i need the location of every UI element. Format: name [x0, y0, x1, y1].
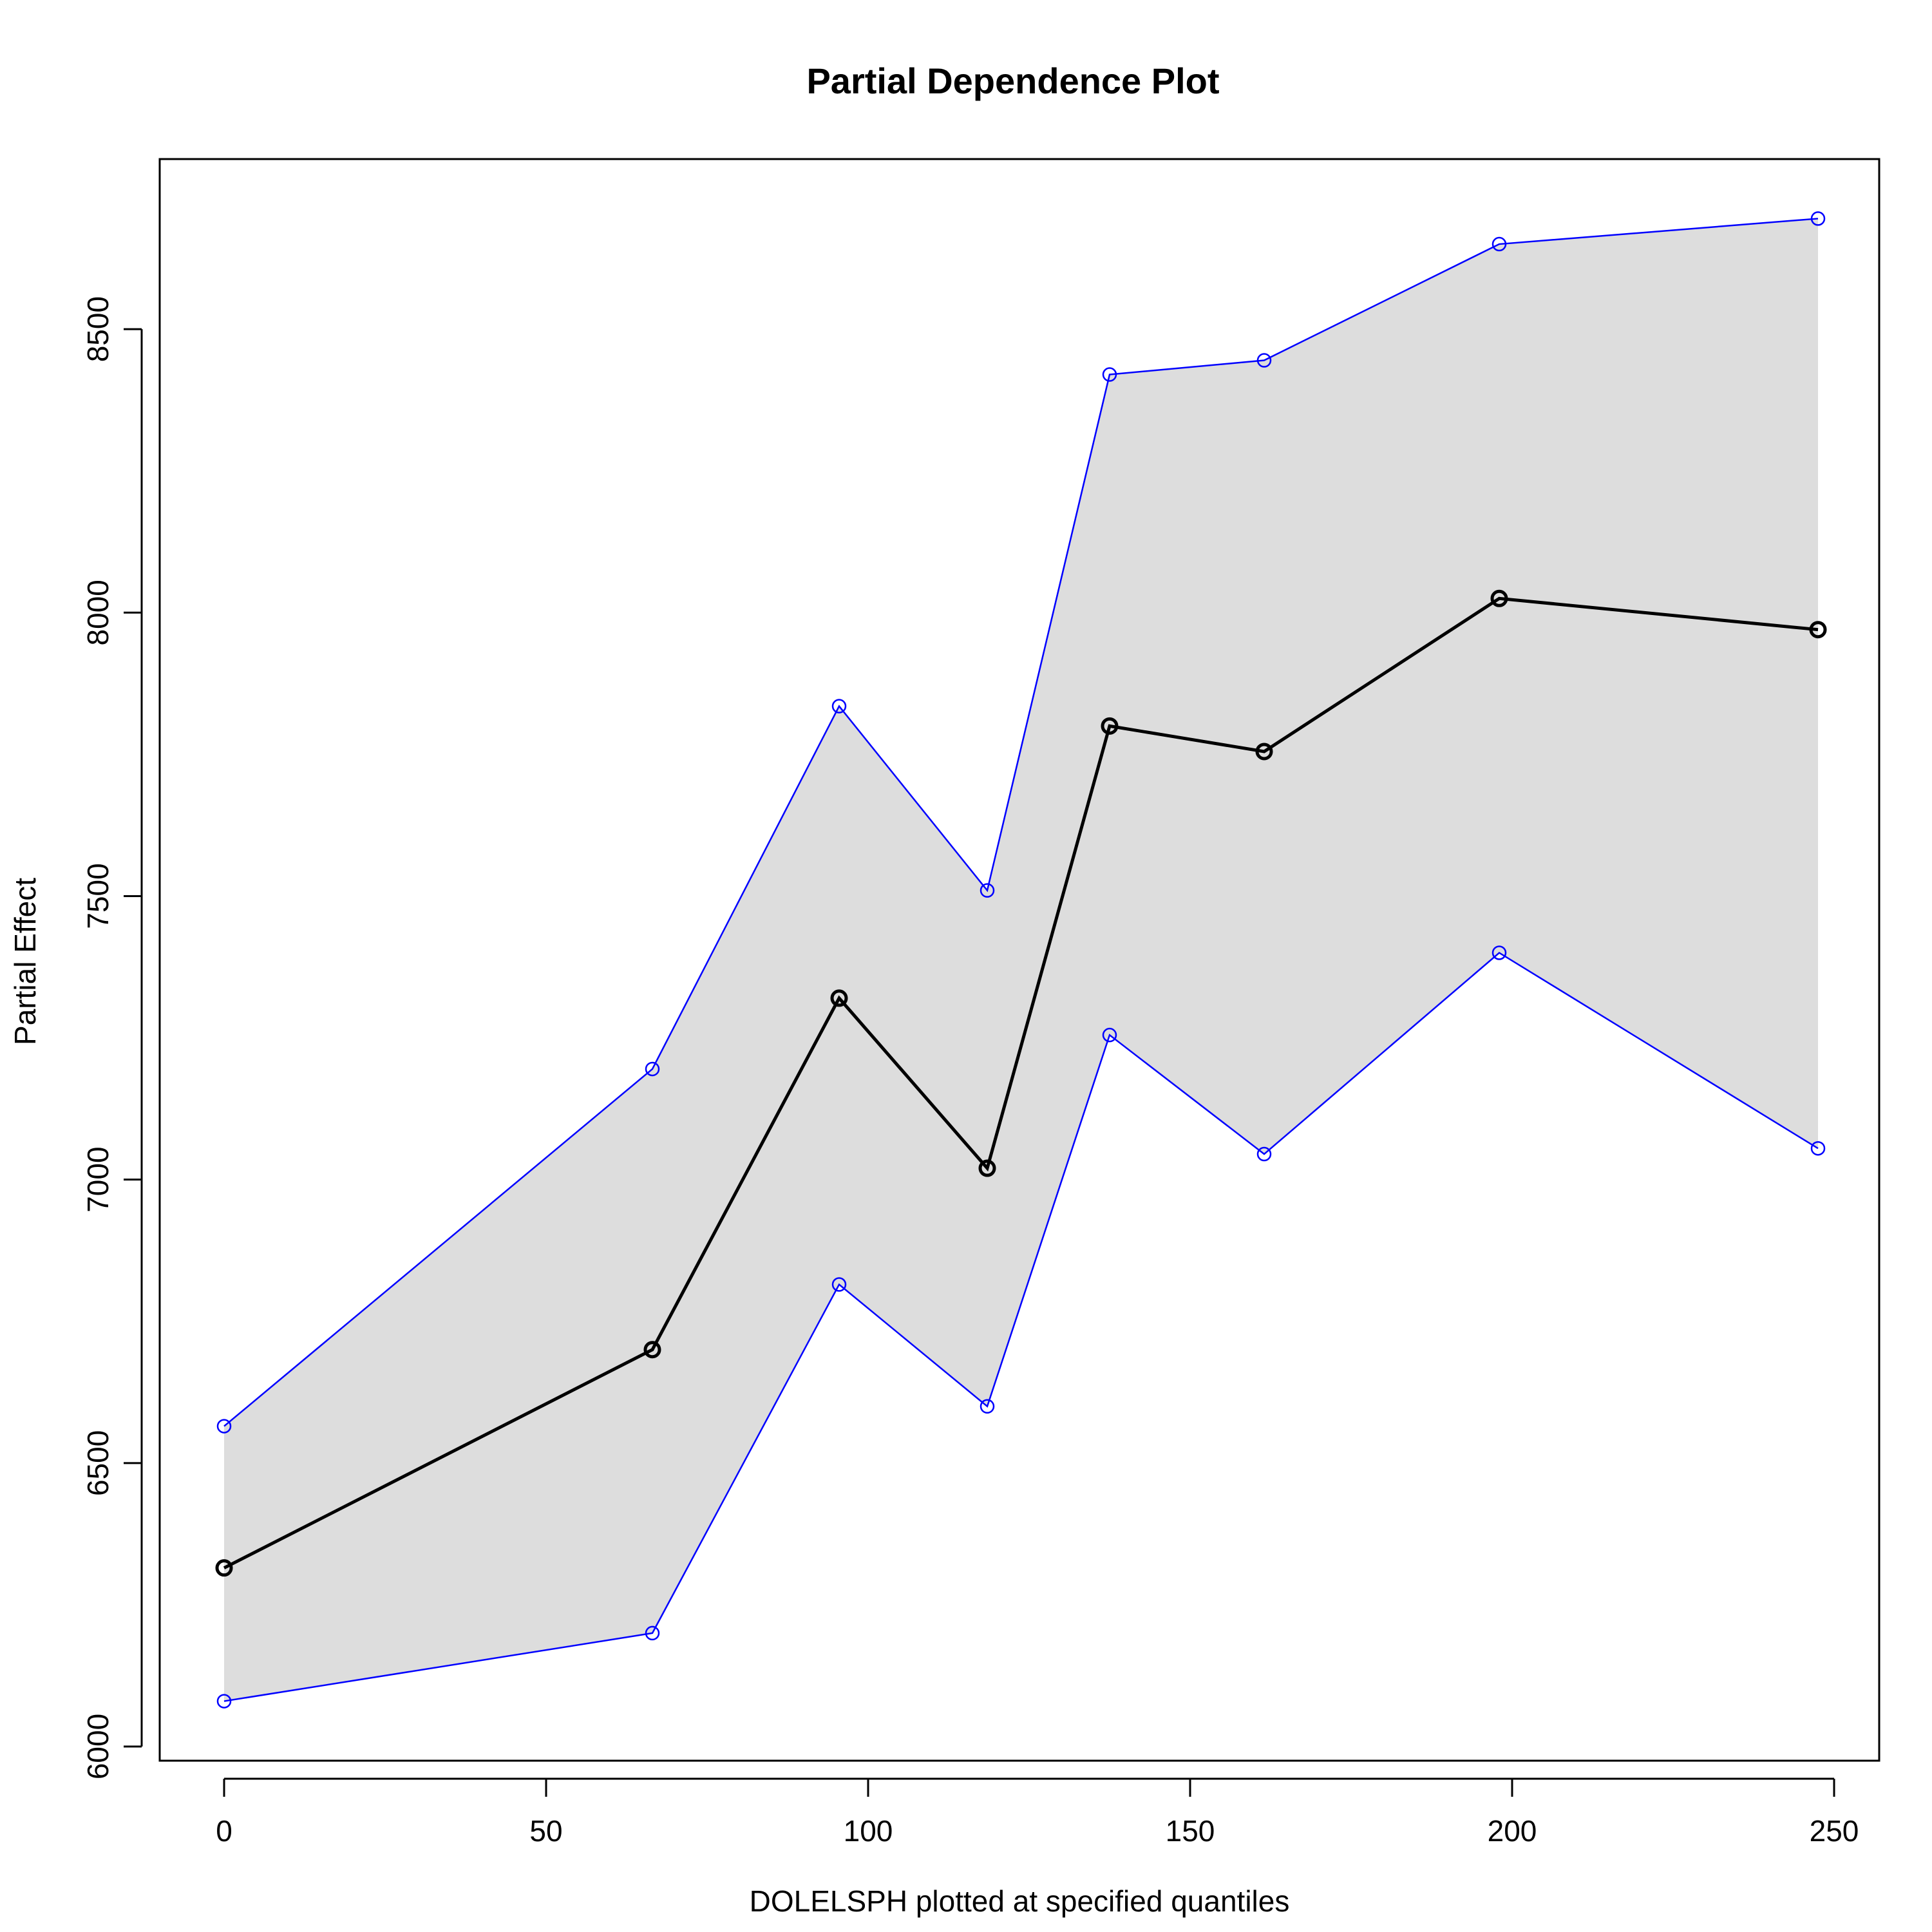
- point-upper-1: [645, 1061, 660, 1077]
- series-line-upper: [223, 218, 1819, 1427]
- y-tick-label-6000: 6000: [81, 1714, 115, 1779]
- plot-frame: [158, 158, 1880, 1762]
- point-estimate-2: [830, 989, 848, 1007]
- x-tick-label-100: 100: [844, 1814, 893, 1848]
- point-upper-5: [1256, 353, 1272, 368]
- point-upper-2: [831, 699, 847, 714]
- point-estimate-0: [215, 1559, 233, 1577]
- series-upper: [216, 211, 1826, 1434]
- x-axis-label: DOLELSPH plotted at specified quantiles: [750, 1884, 1290, 1918]
- y-tick-label-7500: 7500: [81, 863, 115, 929]
- x-tick-label-250: 250: [1810, 1814, 1859, 1848]
- point-upper-0: [216, 1419, 232, 1434]
- point-upper-6: [1492, 236, 1507, 252]
- x-tick-label-50: 50: [529, 1814, 562, 1848]
- point-lower-0: [216, 1694, 232, 1709]
- point-upper-3: [980, 883, 995, 898]
- series-estimate: [215, 589, 1827, 1577]
- chart-title: Partial Dependence Plot: [806, 61, 1219, 101]
- point-lower-6: [1492, 945, 1507, 960]
- point-lower-7: [1810, 1141, 1826, 1156]
- series-lower: [216, 945, 1826, 1709]
- point-estimate-4: [1101, 717, 1119, 735]
- y-tick-label-6500: 6500: [81, 1430, 115, 1496]
- point-upper-4: [1102, 367, 1117, 382]
- point-estimate-7: [1809, 621, 1827, 639]
- point-estimate-1: [643, 1341, 661, 1359]
- y-axis: 6000 6500 7000 7500 8000 8500: [81, 296, 143, 1779]
- point-estimate-5: [1255, 743, 1273, 761]
- y-axis-label: Partial Effect: [8, 878, 42, 1045]
- x-tick-label-0: 0: [216, 1814, 232, 1848]
- series-line-estimate: [223, 596, 1819, 1569]
- point-lower-3: [980, 1399, 995, 1414]
- x-tick-label-150: 150: [1166, 1814, 1215, 1848]
- point-lower-2: [831, 1277, 847, 1292]
- y-tick-label-7000: 7000: [81, 1146, 115, 1212]
- y-tick-label-8500: 8500: [81, 296, 115, 362]
- point-estimate-6: [1490, 589, 1508, 607]
- x-axis: 0 50 100 150 200 250: [216, 1777, 1859, 1848]
- series-line-lower: [223, 951, 1819, 1702]
- point-lower-4: [1102, 1027, 1117, 1043]
- point-lower-1: [645, 1625, 660, 1641]
- point-lower-5: [1256, 1146, 1272, 1162]
- point-estimate-3: [978, 1159, 996, 1177]
- point-upper-7: [1810, 211, 1826, 226]
- y-tick-label-8000: 8000: [81, 580, 115, 645]
- x-tick-label-200: 200: [1488, 1814, 1537, 1848]
- confidence-band: [224, 218, 1818, 1701]
